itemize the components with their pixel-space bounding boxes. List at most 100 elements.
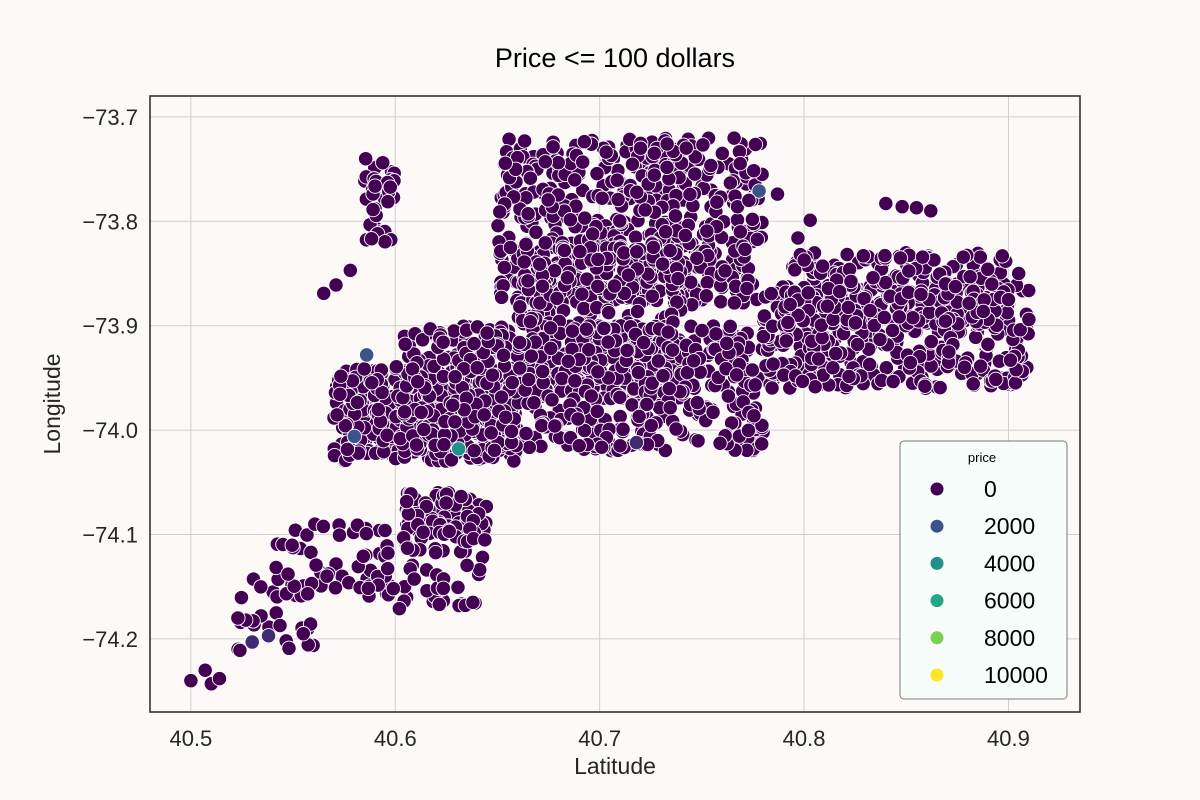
data-point bbox=[435, 334, 451, 350]
x-tick-label: 40.8 bbox=[783, 726, 826, 751]
data-point bbox=[612, 389, 628, 405]
data-point bbox=[358, 151, 374, 167]
data-point bbox=[855, 248, 872, 264]
data-point bbox=[620, 267, 637, 283]
data-point bbox=[712, 435, 728, 451]
data-point bbox=[609, 172, 625, 188]
data-point bbox=[1011, 265, 1027, 282]
data-point bbox=[516, 254, 532, 270]
y-tick-label: −74.0 bbox=[82, 418, 138, 443]
data-point bbox=[520, 206, 536, 222]
legend-marker bbox=[930, 482, 944, 496]
data-point bbox=[679, 364, 695, 381]
data-point bbox=[512, 299, 528, 315]
data-point bbox=[396, 404, 413, 420]
data-point bbox=[746, 408, 762, 424]
data-point bbox=[631, 408, 647, 425]
data-point bbox=[431, 596, 447, 613]
legend-label: 4000 bbox=[984, 550, 1035, 576]
data-point bbox=[516, 133, 533, 149]
data-point bbox=[377, 522, 393, 539]
data-point bbox=[861, 356, 878, 373]
data-point bbox=[856, 290, 872, 307]
data-point bbox=[363, 231, 380, 247]
data-point bbox=[450, 441, 467, 457]
chart-title: Price <= 100 dollars bbox=[495, 43, 735, 73]
data-point bbox=[560, 353, 576, 370]
legend-marker bbox=[930, 594, 944, 608]
data-point bbox=[413, 404, 429, 421]
data-point bbox=[398, 493, 415, 510]
data-point bbox=[528, 224, 544, 240]
data-point bbox=[780, 314, 796, 331]
data-point bbox=[699, 223, 715, 239]
data-point bbox=[404, 361, 421, 377]
data-point bbox=[547, 418, 563, 434]
data-point bbox=[490, 217, 506, 234]
data-point bbox=[751, 183, 767, 199]
data-point bbox=[800, 285, 816, 301]
data-point bbox=[450, 579, 466, 596]
data-point bbox=[486, 442, 503, 458]
data-point bbox=[332, 386, 348, 402]
data-point bbox=[892, 250, 909, 266]
data-point bbox=[534, 418, 550, 434]
data-point bbox=[905, 310, 921, 326]
data-point bbox=[518, 236, 534, 253]
data-point bbox=[726, 295, 742, 311]
data-point bbox=[787, 262, 803, 278]
data-point bbox=[819, 298, 836, 314]
data-point bbox=[654, 256, 671, 272]
data-point bbox=[349, 394, 366, 411]
legend-label: 6000 bbox=[984, 588, 1035, 614]
data-point bbox=[644, 375, 660, 391]
data-point bbox=[650, 353, 667, 369]
data-point bbox=[670, 270, 686, 287]
data-point bbox=[484, 367, 501, 383]
data-point bbox=[570, 411, 586, 427]
legend-label: 10000 bbox=[984, 662, 1048, 688]
data-point bbox=[380, 194, 396, 210]
data-point bbox=[619, 342, 635, 359]
data-point bbox=[564, 323, 581, 339]
data-point bbox=[878, 360, 894, 376]
data-point bbox=[589, 165, 605, 182]
data-point bbox=[980, 261, 996, 277]
data-point bbox=[994, 248, 1010, 264]
data-point bbox=[299, 527, 315, 543]
data-point bbox=[497, 409, 514, 425]
data-point bbox=[645, 239, 661, 256]
data-point bbox=[232, 642, 248, 659]
y-tick-label: −73.8 bbox=[82, 209, 138, 234]
data-point bbox=[428, 544, 444, 561]
data-point bbox=[483, 425, 499, 441]
data-point bbox=[562, 212, 578, 228]
data-point bbox=[802, 212, 818, 228]
data-point bbox=[594, 190, 610, 206]
data-point bbox=[763, 285, 779, 302]
data-point bbox=[664, 342, 681, 358]
data-point bbox=[358, 525, 374, 542]
data-point bbox=[436, 436, 452, 453]
data-point bbox=[319, 568, 335, 584]
data-point bbox=[414, 332, 431, 348]
data-point bbox=[268, 559, 284, 576]
y-tick-label: −73.9 bbox=[82, 314, 138, 339]
data-point bbox=[501, 131, 517, 147]
data-point bbox=[379, 427, 395, 443]
data-point bbox=[747, 377, 763, 393]
data-point bbox=[962, 269, 978, 285]
data-point bbox=[947, 279, 964, 295]
data-points bbox=[183, 130, 1037, 692]
data-point bbox=[866, 317, 882, 334]
data-point bbox=[543, 340, 559, 357]
data-point bbox=[284, 537, 300, 553]
data-point bbox=[744, 362, 760, 378]
data-point bbox=[339, 441, 356, 458]
data-point bbox=[765, 356, 781, 372]
x-tick-label: 40.5 bbox=[169, 726, 212, 751]
x-tick-label: 40.7 bbox=[578, 726, 621, 751]
data-point bbox=[612, 213, 628, 229]
data-point bbox=[590, 251, 606, 268]
data-point bbox=[778, 333, 794, 349]
